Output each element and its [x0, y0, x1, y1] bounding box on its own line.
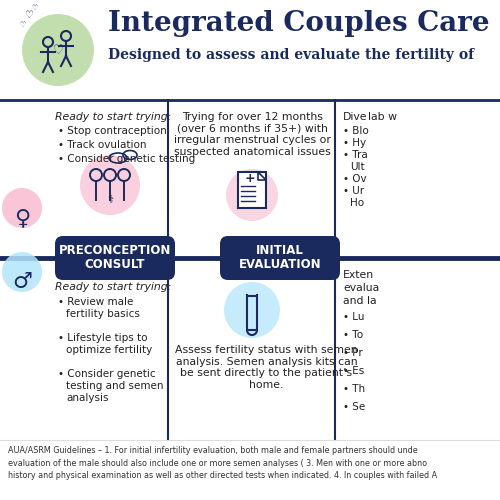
Text: ♡: ♡ — [24, 10, 32, 20]
Text: • Track ovulation: • Track ovulation — [58, 140, 146, 150]
Text: testing and semen: testing and semen — [66, 381, 164, 391]
Text: • Lu: • Lu — [343, 312, 364, 322]
Text: ♡: ♡ — [32, 5, 38, 11]
Text: PRECONCEPTION: PRECONCEPTION — [59, 244, 171, 257]
Circle shape — [22, 14, 94, 86]
Text: • To: • To — [343, 330, 363, 340]
Text: Assess fertility status with semen
analysis. Semen analysis kits can
be sent dir: Assess fertility status with semen analy… — [175, 345, 358, 390]
Text: • Hy: • Hy — [343, 138, 366, 148]
Circle shape — [80, 155, 140, 215]
Text: analysis: analysis — [66, 393, 108, 403]
Text: • Se: • Se — [343, 402, 365, 412]
Text: +: + — [244, 172, 256, 184]
Text: ♡: ♡ — [52, 44, 64, 57]
Text: Ho: Ho — [350, 198, 364, 208]
Text: evalua: evalua — [343, 283, 380, 293]
Circle shape — [2, 252, 42, 292]
Text: Ready to start trying:: Ready to start trying: — [55, 112, 171, 122]
FancyBboxPatch shape — [220, 236, 340, 280]
Circle shape — [224, 282, 280, 338]
Text: Trying for over 12 months
(over 6 months if 35+) with
irregular menstrual cycles: Trying for over 12 months (over 6 months… — [174, 112, 330, 157]
Text: • Review male: • Review male — [58, 297, 134, 307]
Text: ♀: ♀ — [14, 208, 30, 228]
Text: ⚕: ⚕ — [107, 195, 113, 205]
Circle shape — [2, 188, 42, 228]
Text: Integrated Couples Care: Integrated Couples Care — [108, 10, 490, 37]
Bar — [238, 172, 266, 208]
Text: Ult: Ult — [350, 162, 364, 172]
Text: EVALUATION: EVALUATION — [238, 258, 322, 271]
Text: lab w: lab w — [368, 112, 397, 122]
Text: ♡: ♡ — [19, 22, 25, 28]
Text: Ready to start trying:: Ready to start trying: — [55, 282, 171, 292]
Text: CONSULT: CONSULT — [85, 258, 145, 271]
Text: • Es: • Es — [343, 366, 364, 376]
Text: • Pr: • Pr — [343, 348, 363, 358]
Text: Exten: Exten — [343, 270, 374, 280]
Text: • Consider genetic testing: • Consider genetic testing — [58, 154, 195, 164]
Text: • Blo: • Blo — [343, 126, 369, 136]
Circle shape — [226, 169, 278, 221]
Text: Designed to assess and evaluate the fertility of: Designed to assess and evaluate the fert… — [108, 48, 474, 62]
Text: Dive: Dive — [343, 112, 367, 122]
Text: • Ov: • Ov — [343, 174, 366, 184]
Text: • Consider genetic: • Consider genetic — [58, 369, 156, 379]
Text: AUA/ASRM Guidelines – 1. For initial infertility evaluation, both male and femal: AUA/ASRM Guidelines – 1. For initial inf… — [8, 446, 437, 480]
Text: • Tra: • Tra — [343, 150, 368, 160]
Text: • Stop contraception: • Stop contraception — [58, 126, 167, 136]
Text: and la: and la — [343, 296, 376, 306]
Text: • Th: • Th — [343, 384, 365, 394]
Text: fertility basics: fertility basics — [66, 309, 140, 319]
Text: ♂: ♂ — [12, 272, 32, 292]
Text: • Lifestyle tips to: • Lifestyle tips to — [58, 333, 148, 343]
FancyBboxPatch shape — [55, 236, 175, 280]
Text: • Ur: • Ur — [343, 186, 364, 196]
Text: INITIAL: INITIAL — [256, 244, 304, 257]
Text: optimize fertility: optimize fertility — [66, 345, 152, 355]
